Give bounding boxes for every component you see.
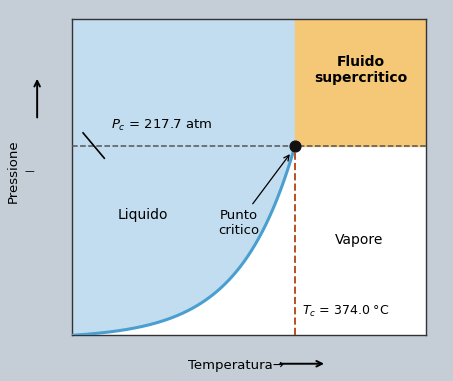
Polygon shape <box>72 19 295 335</box>
Text: $T_c$ = 374.0 °C: $T_c$ = 374.0 °C <box>302 304 390 319</box>
Point <box>291 142 299 149</box>
Text: Vapore: Vapore <box>334 234 383 247</box>
Text: —: — <box>24 166 34 176</box>
Text: Punto
critico: Punto critico <box>218 155 289 237</box>
Text: Fluido
supercritico: Fluido supercritico <box>314 54 407 85</box>
Text: $P_c$ = 217.7 atm: $P_c$ = 217.7 atm <box>111 118 212 133</box>
Text: Temperatura→: Temperatura→ <box>188 359 284 372</box>
Text: Pressione: Pressione <box>7 140 20 203</box>
Text: Liquido: Liquido <box>118 208 169 222</box>
Polygon shape <box>295 19 426 146</box>
